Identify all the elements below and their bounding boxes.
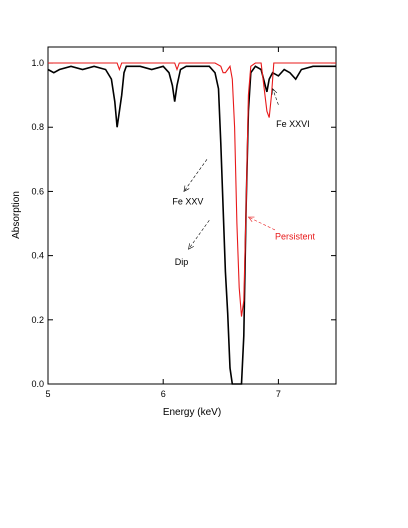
annotation-arrow [188,220,210,250]
series-line-persistent [48,62,336,317]
x-tick-label: 6 [161,389,166,399]
y-tick-label: 0.2 [31,315,44,325]
x-axis-label: Energy (keV) [163,407,221,418]
annotation-label: Fe XXV [172,196,203,206]
annotation-label: Dip [175,257,189,267]
tick-group: 5 6 7 0.0 0.2 0.4 0.6 0.8 1.0 [31,47,336,399]
annotation-arrow [248,216,276,231]
series-group [47,62,336,385]
annotation-arrow [272,88,279,105]
y-tick-label: 1.0 [31,58,44,68]
annotation-arrowhead [247,216,255,222]
annotation-arrowhead [188,243,194,250]
series-line-dip [47,65,336,385]
y-tick-label: 0.8 [31,122,44,132]
annotation-arrow [183,159,208,192]
annotation-label: Fe XXVI [276,119,310,129]
x-tick-label: 5 [45,389,50,399]
y-tick-label: 0.6 [31,186,44,196]
annotation-label: Persistent [275,232,316,242]
annotation-arrowhead [183,185,190,192]
y-axis-label: Absorption [11,191,22,239]
y-tick-label: 0.0 [31,379,44,389]
annotation-group: Fe XXVI Fe XXV Persistent Dip [172,88,316,267]
plot-frame [47,46,337,385]
y-tick-label: 0.4 [31,251,44,261]
annotation-arrowhead [271,88,278,95]
x-tick-label: 7 [276,389,281,399]
